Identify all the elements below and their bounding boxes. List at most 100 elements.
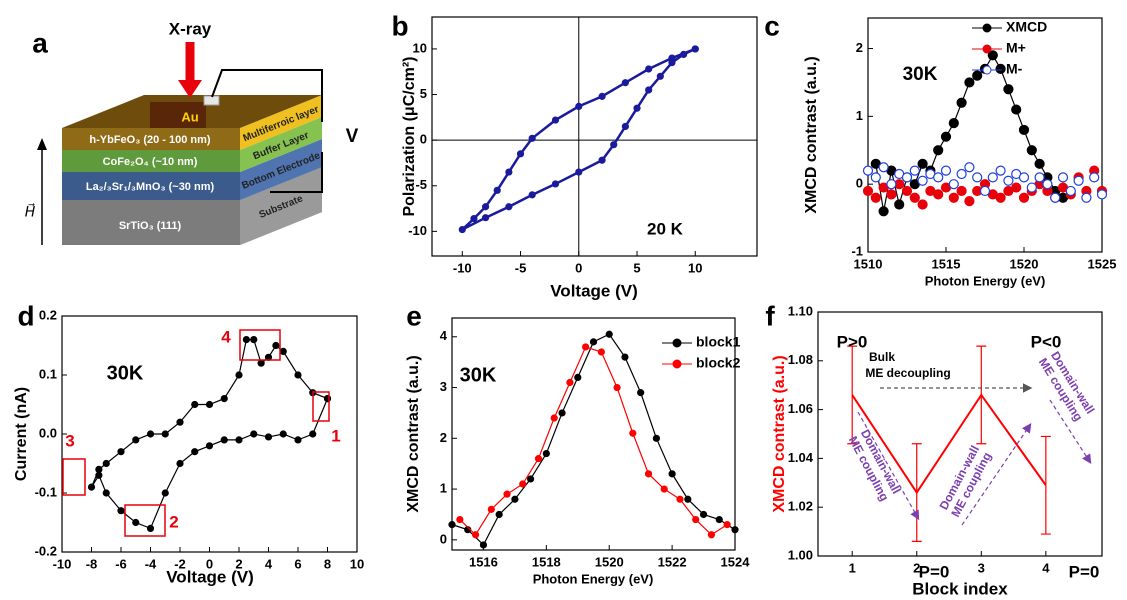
data-point <box>621 79 629 87</box>
x-tick-label: 1525 <box>1088 256 1117 271</box>
data-point <box>1003 175 1014 186</box>
data-point <box>1057 172 1069 183</box>
legend-marker <box>672 338 682 348</box>
y-tick-label: 4 <box>440 328 448 343</box>
annotation: P=0 <box>1069 562 1100 581</box>
x-tick-label: 1510 <box>854 256 883 271</box>
electrode-side <box>240 139 322 200</box>
series-line <box>851 393 1047 495</box>
x-tick-label: 1515 <box>932 256 961 271</box>
y-tick-label: 0 <box>420 132 427 147</box>
y-axis-label: XMCD contrast (a.u.) <box>405 355 422 512</box>
plot-frame <box>817 311 1103 557</box>
data-point <box>621 353 629 361</box>
data-point <box>637 389 645 397</box>
legend-marker <box>982 23 992 33</box>
x-tick-label: -6 <box>115 556 127 571</box>
data-point <box>731 526 739 534</box>
x-tick-label: 3 <box>978 560 985 575</box>
x-tick-label: -2 <box>174 556 186 571</box>
y-tick-label: 1 <box>440 481 447 496</box>
data-point <box>558 409 566 417</box>
au-pad <box>150 102 206 128</box>
x-axis-label: Block index <box>912 579 1008 598</box>
data-point <box>598 156 606 164</box>
x-tick-label: 1520 <box>595 554 624 569</box>
data-point <box>1026 182 1037 193</box>
y-tick-label: 0.1 <box>39 366 57 381</box>
data-point <box>542 449 550 458</box>
x-tick-label: -8 <box>86 556 98 571</box>
data-point <box>519 480 527 488</box>
data-point <box>598 92 606 100</box>
legend-label: M- <box>1006 61 1023 77</box>
legend-label: XMCD <box>1006 19 1047 35</box>
data-point <box>471 531 480 539</box>
data-point <box>117 448 125 456</box>
electrode-layer <box>62 172 240 200</box>
data-point <box>613 383 621 392</box>
data-point <box>487 505 495 513</box>
data-point <box>250 336 258 344</box>
panel-letter: f <box>765 300 775 331</box>
x-tick-label: 4 <box>265 556 273 571</box>
data-point <box>987 50 998 61</box>
buffer-layer <box>62 150 240 172</box>
x-tick-label: -10 <box>453 260 472 275</box>
data-point <box>933 172 944 183</box>
contact <box>203 95 220 106</box>
data-point <box>279 347 287 355</box>
data-point <box>495 510 503 519</box>
highlight-box <box>312 391 330 422</box>
x-tick-label: 2 <box>913 560 920 575</box>
data-point <box>917 158 928 169</box>
y-tick-label: -10 <box>408 223 427 238</box>
panel: b -10 -5 0 5 10 -10 -5 0 5 10 Voltage (V) Polarizati… <box>391 10 758 300</box>
data-point <box>610 141 618 149</box>
y-axis-label: Polarization (μC/cm²) <box>401 56 418 216</box>
data-point <box>995 63 1006 74</box>
data-point <box>715 515 723 524</box>
data-point <box>191 400 199 409</box>
voltage-label: V <box>346 126 359 147</box>
data-point <box>1096 189 1108 200</box>
y-tick-label: -1 <box>851 243 863 258</box>
data-point <box>901 185 913 197</box>
annotation: P=0 <box>919 562 950 581</box>
error-bar <box>976 345 987 445</box>
y-tick-label: 5 <box>420 86 427 101</box>
data-point <box>1042 179 1053 190</box>
x-tick-label: 0 <box>206 556 213 571</box>
x-tick-label: 1516 <box>469 554 498 569</box>
data-point <box>723 521 731 529</box>
data-point <box>691 45 699 53</box>
data-point <box>550 414 558 422</box>
data-point <box>470 214 478 223</box>
data-point <box>161 430 169 438</box>
x-tick-label: 6 <box>294 556 301 571</box>
substrate-side <box>240 167 322 245</box>
data-point <box>940 165 952 176</box>
data-point <box>633 104 641 112</box>
highlight-box <box>62 458 86 496</box>
data-point <box>987 172 998 183</box>
data-point <box>684 495 692 503</box>
legend-label: block2 <box>696 355 741 371</box>
data-point <box>870 192 881 203</box>
data-point <box>235 436 243 444</box>
data-point <box>699 510 708 519</box>
data-point <box>1003 84 1014 95</box>
data-point <box>964 77 975 88</box>
y-tick-label: 1.10 <box>788 303 813 318</box>
data-point <box>909 192 920 203</box>
data-point <box>894 199 905 210</box>
data-point <box>940 131 952 142</box>
data-point <box>1018 124 1030 136</box>
data-point <box>191 448 199 456</box>
annotation: 1 <box>331 426 340 445</box>
y-tick-label: 0 <box>440 531 447 546</box>
data-point <box>102 489 110 497</box>
data-point <box>551 116 560 124</box>
x-tick-label: 5 <box>633 260 640 275</box>
